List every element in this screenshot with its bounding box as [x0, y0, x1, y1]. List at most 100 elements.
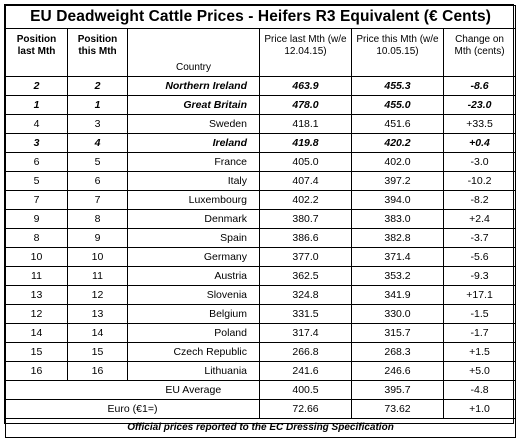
country-cell: Ireland	[127, 133, 260, 153]
position-this-cell: 2	[67, 76, 128, 96]
price-last-cell: 405.0	[259, 152, 352, 172]
country-cell: France	[127, 152, 260, 172]
table-row: 1 1 Great Britain 478.0 455.0 -23.0	[5, 95, 517, 115]
price-table: EU Deadweight Cattle Prices - Heifers R3…	[4, 5, 517, 438]
position-last-cell: 12	[5, 304, 68, 324]
position-last-cell: 1	[5, 95, 68, 115]
price-this-cell: 353.2	[351, 266, 444, 286]
position-this-cell: 1	[67, 95, 128, 115]
eu-average-change: -4.8	[442, 380, 517, 400]
table-row: 16 16 Lithuania 241.6 246.6 +5.0	[5, 361, 517, 381]
position-this-cell: 6	[67, 171, 128, 191]
price-this-cell: 315.7	[351, 323, 444, 343]
price-this-cell: 383.0	[351, 209, 444, 229]
position-this-cell: 14	[67, 323, 128, 343]
price-this-cell: 420.2	[351, 133, 444, 153]
country-cell: Luxembourg	[127, 190, 260, 210]
price-last-cell: 362.5	[259, 266, 352, 286]
footer-note: Official prices reported to the EC Dress…	[4, 418, 517, 438]
table-row: 11 11 Austria 362.5 353.2 -9.3	[5, 266, 517, 286]
change-cell: -23.0	[442, 95, 517, 115]
header-change: Change on Mth (cents)	[442, 28, 517, 77]
change-cell: +33.5	[442, 114, 517, 134]
price-this-cell: 397.2	[351, 171, 444, 191]
country-cell: Northern Ireland	[127, 76, 260, 96]
country-cell: Germany	[127, 247, 260, 267]
change-cell: -8.6	[442, 76, 517, 96]
country-cell: Spain	[127, 228, 260, 248]
position-last-cell: 4	[5, 114, 68, 134]
country-cell: Great Britain	[127, 95, 260, 115]
table-row: 14 14 Poland 317.4 315.7 -1.7	[5, 323, 517, 343]
position-this-cell: 4	[67, 133, 128, 153]
price-last-cell: 419.8	[259, 133, 352, 153]
country-cell: Lithuania	[127, 361, 260, 381]
table-body: 2 2 Northern Ireland 463.9 455.3 -8.6 1 1 Great …	[5, 76, 517, 381]
position-this-cell: 3	[67, 114, 128, 134]
country-cell: Austria	[127, 266, 260, 286]
header-country: Country	[127, 28, 260, 77]
change-cell: +17.1	[442, 285, 517, 305]
euro-change: +1.0	[442, 399, 517, 419]
price-this-cell: 455.0	[351, 95, 444, 115]
change-cell: -10.2	[442, 171, 517, 191]
price-this-cell: 330.0	[351, 304, 444, 324]
country-cell: Poland	[127, 323, 260, 343]
table-row: 12 13 Belgium 331.5 330.0 -1.5	[5, 304, 517, 324]
table-row: 7 7 Luxembourg 402.2 394.0 -8.2	[5, 190, 517, 210]
price-this-cell: 371.4	[351, 247, 444, 267]
price-last-cell: 377.0	[259, 247, 352, 267]
change-cell: -1.5	[442, 304, 517, 324]
euro-price-last: 72.66	[259, 399, 352, 419]
position-this-cell: 5	[67, 152, 128, 172]
price-last-cell: 241.6	[259, 361, 352, 381]
position-this-cell: 12	[67, 285, 128, 305]
change-cell: -3.7	[442, 228, 517, 248]
position-last-cell: 7	[5, 190, 68, 210]
price-this-cell: 382.8	[351, 228, 444, 248]
price-this-cell: 455.3	[351, 76, 444, 96]
header-price-last: Price last Mth (w/e 12.04.15)	[259, 28, 352, 77]
table-title: EU Deadweight Cattle Prices - Heifers R3…	[4, 5, 517, 29]
change-cell: +5.0	[442, 361, 517, 381]
table-row: 4 3 Sweden 418.1 451.6 +33.5	[5, 114, 517, 134]
price-last-cell: 380.7	[259, 209, 352, 229]
price-last-cell: 478.0	[259, 95, 352, 115]
table-row: 3 4 Ireland 419.8 420.2 +0.4	[5, 133, 517, 153]
change-cell: +0.4	[442, 133, 517, 153]
country-cell: Slovenia	[127, 285, 260, 305]
price-last-cell: 266.8	[259, 342, 352, 362]
table-row: 10 10 Germany 377.0 371.4 -5.6	[5, 247, 517, 267]
price-this-cell: 268.3	[351, 342, 444, 362]
price-last-cell: 317.4	[259, 323, 352, 343]
header-position-this: Position this Mth	[67, 28, 128, 77]
price-last-cell: 463.9	[259, 76, 352, 96]
position-last-cell: 11	[5, 266, 68, 286]
price-last-cell: 407.4	[259, 171, 352, 191]
eu-average-price-last: 400.5	[259, 380, 352, 400]
change-cell: +1.5	[442, 342, 517, 362]
change-cell: -9.3	[442, 266, 517, 286]
table-row: 15 15 Czech Republic 266.8 268.3 +1.5	[5, 342, 517, 362]
table-row: 5 6 Italy 407.4 397.2 -10.2	[5, 171, 517, 191]
price-this-cell: 246.6	[351, 361, 444, 381]
price-last-cell: 324.8	[259, 285, 352, 305]
header-row: Position last Mth Position this Mth Coun…	[5, 28, 517, 77]
position-last-cell: 6	[5, 152, 68, 172]
price-last-cell: 386.6	[259, 228, 352, 248]
price-this-cell: 402.0	[351, 152, 444, 172]
table-row: 2 2 Northern Ireland 463.9 455.3 -8.6	[5, 76, 517, 96]
table-row: 9 8 Denmark 380.7 383.0 +2.4	[5, 209, 517, 229]
position-last-cell: 9	[5, 209, 68, 229]
position-this-cell: 7	[67, 190, 128, 210]
change-cell: +2.4	[442, 209, 517, 229]
eu-average-label: EU Average	[127, 380, 260, 400]
price-last-cell: 331.5	[259, 304, 352, 324]
position-last-cell: 8	[5, 228, 68, 248]
table-row: 6 5 France 405.0 402.0 -3.0	[5, 152, 517, 172]
position-this-cell: 9	[67, 228, 128, 248]
country-cell: Denmark	[127, 209, 260, 229]
position-last-cell: 13	[5, 285, 68, 305]
price-last-cell: 418.1	[259, 114, 352, 134]
price-this-cell: 451.6	[351, 114, 444, 134]
